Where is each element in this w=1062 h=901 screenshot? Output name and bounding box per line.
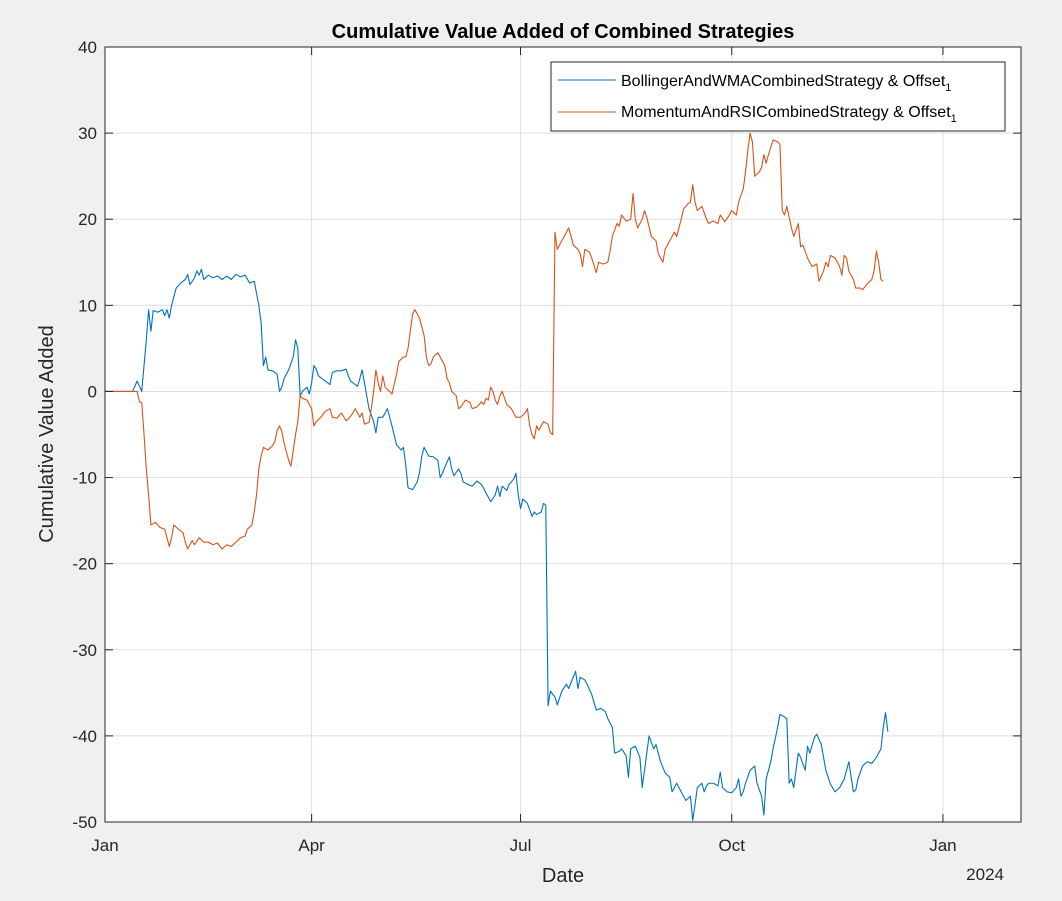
y-tick-label: 10 [78, 296, 97, 315]
series-lines [105, 132, 889, 821]
y-tick-label: 0 [88, 382, 97, 401]
series-line-bollinger [105, 268, 889, 821]
plot-area [105, 47, 1021, 822]
legend-label-bollinger: BollingerAndWMACombinedStrategy & Offset… [621, 73, 951, 94]
x-tick-label: Oct [719, 836, 746, 855]
y-tick-label: -10 [72, 469, 97, 488]
chart-title: Cumulative Value Added of Combined Strat… [332, 21, 795, 43]
legend: BollingerAndWMACombinedStrategy & Offset… [550, 61, 1006, 132]
plot-frame [104, 46, 1022, 823]
y-tick-label: 30 [78, 124, 97, 143]
y-tick-label: 20 [78, 210, 97, 229]
tick-marks [104, 46, 1021, 823]
x-year-label: 2024 [966, 865, 1004, 884]
x-tick-label: Jan [91, 836, 118, 855]
x-tick-label: Jul [510, 836, 532, 855]
y-tick-label: -50 [72, 813, 97, 832]
y-axis-title: Cumulative Value Added [36, 325, 58, 543]
x-tick-label: Jan [929, 836, 956, 855]
x-tick-label: Apr [298, 836, 325, 855]
y-tick-label: 40 [78, 38, 97, 57]
grid-lines [105, 47, 1021, 822]
legend-label-momentum: MomentumAndRSICombinedStrategy & Offset1 [621, 104, 957, 125]
y-tick-label: -20 [72, 555, 97, 574]
series-line-momentum [105, 132, 884, 550]
y-tick-labels: -50 -40 -30 -20 -10 0 10 20 30 40 [72, 38, 97, 832]
y-tick-label: -40 [72, 727, 97, 746]
legend-box [550, 61, 1006, 132]
x-tick-labels: Jan Apr Jul Oct Jan [91, 836, 956, 855]
x-axis-title: Date [542, 865, 584, 887]
y-tick-label: -30 [72, 641, 97, 660]
